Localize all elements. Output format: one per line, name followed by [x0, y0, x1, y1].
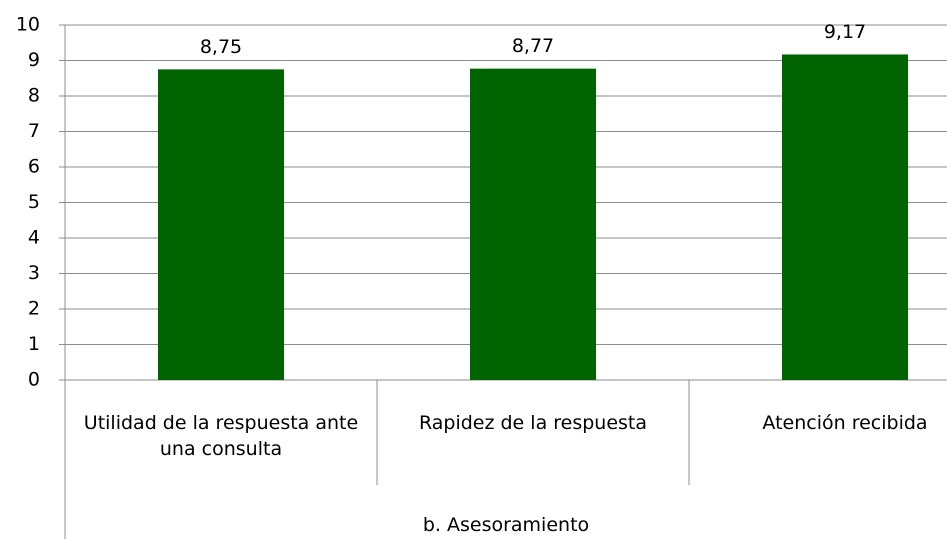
x-tick-label: Utilidad de la respuesta ante una consul… — [83, 412, 359, 460]
y-tick-label: 9 — [28, 49, 40, 71]
y-tick-label: 3 — [28, 262, 40, 284]
y-tick-label: 5 — [28, 191, 40, 213]
y-tick-label: 0 — [28, 369, 40, 391]
bar — [782, 54, 908, 381]
y-tick-label: 6 — [28, 156, 40, 178]
data-label: 9,17 — [824, 21, 866, 43]
x-tick-label: Rapidez de la respuesta — [418, 412, 648, 434]
y-tick-label: 1 — [28, 333, 40, 355]
group-label: b. Asesoramiento — [422, 514, 590, 536]
bar — [470, 68, 596, 380]
bar — [158, 69, 284, 380]
y-tick-label: 10 — [16, 14, 40, 36]
y-tick-label: 7 — [28, 120, 40, 142]
y-tick-label: 8 — [28, 85, 40, 107]
x-tick-label: Atención recibida — [762, 412, 928, 434]
data-label: 8,77 — [512, 35, 554, 57]
y-tick-label: 2 — [28, 298, 40, 320]
y-tick-label: 4 — [28, 227, 40, 249]
data-label: 8,75 — [200, 36, 242, 58]
